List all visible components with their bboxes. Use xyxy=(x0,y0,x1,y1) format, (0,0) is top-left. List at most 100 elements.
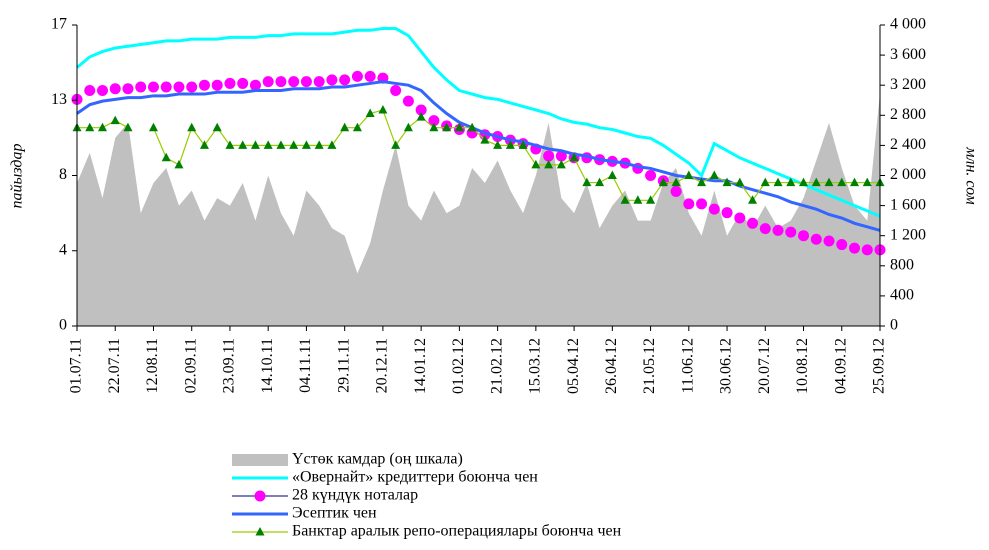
x-tick-label: 15.03.12 xyxy=(527,338,544,394)
x-tick-label: 21.02.12 xyxy=(488,338,505,394)
x-tick-label: 04.09.12 xyxy=(832,338,849,394)
y2-tick-label: 3 600 xyxy=(890,46,926,63)
marker xyxy=(595,177,605,187)
marker xyxy=(645,170,657,181)
marker xyxy=(721,207,733,219)
marker xyxy=(403,122,413,132)
marker xyxy=(429,122,439,132)
y2-axis-label: млн. сом xyxy=(962,146,979,204)
marker xyxy=(161,152,171,162)
marker xyxy=(670,185,682,197)
marker xyxy=(391,140,401,149)
marker xyxy=(339,74,351,86)
marker xyxy=(300,76,312,88)
marker xyxy=(314,140,324,149)
x-tick-label: 29.11.11 xyxy=(335,338,352,393)
x-tick-label: 05.04.12 xyxy=(565,338,582,394)
y2-tick-label: 2 400 xyxy=(890,136,926,153)
marker xyxy=(544,159,554,169)
marker xyxy=(276,140,286,149)
marker xyxy=(390,85,402,97)
marker xyxy=(187,122,197,132)
marker xyxy=(696,198,708,210)
marker xyxy=(364,70,376,82)
x-tick-label: 30.06.12 xyxy=(718,338,735,394)
x-tick-label: 01.02.12 xyxy=(450,338,467,394)
marker xyxy=(365,108,375,118)
marker xyxy=(734,212,746,224)
marker xyxy=(556,159,566,169)
marker xyxy=(850,177,860,187)
y2-tick-label: 2 000 xyxy=(890,166,926,183)
marker xyxy=(722,177,732,187)
x-tick-label: 21.05.12 xyxy=(641,338,658,394)
marker xyxy=(607,170,617,179)
marker xyxy=(697,177,707,187)
marker xyxy=(148,122,158,132)
marker xyxy=(212,122,222,132)
marker xyxy=(238,140,248,149)
marker xyxy=(786,177,796,187)
marker xyxy=(785,226,797,238)
marker xyxy=(250,140,260,149)
marker xyxy=(326,74,338,86)
x-tick-label: 23.09.11 xyxy=(221,338,238,393)
marker xyxy=(849,242,861,254)
marker xyxy=(620,195,630,204)
marker xyxy=(683,198,695,210)
legend-label: Эсептик чен xyxy=(292,505,377,522)
marker xyxy=(249,79,261,91)
marker xyxy=(340,122,350,132)
marker xyxy=(173,81,185,93)
legend-label: «Овернайт» кредиттери боюнча чен xyxy=(292,469,538,486)
marker xyxy=(415,104,427,116)
marker xyxy=(773,177,783,187)
marker xyxy=(862,177,872,187)
y2-tick-label: 1 600 xyxy=(890,196,926,213)
legend-swatch xyxy=(232,454,288,466)
marker xyxy=(658,177,668,187)
marker xyxy=(747,217,759,229)
marker xyxy=(799,177,809,187)
marker xyxy=(798,230,810,242)
x-tick-label: 22.07.11 xyxy=(106,338,123,393)
y-tick-label: 0 xyxy=(59,317,67,334)
marker xyxy=(186,81,198,93)
y-tick-label: 8 xyxy=(59,166,67,183)
y-tick-label: 13 xyxy=(51,91,67,108)
y2-tick-label: 4 000 xyxy=(890,16,926,33)
marker xyxy=(237,77,249,89)
marker xyxy=(123,122,133,132)
marker xyxy=(493,140,503,149)
marker xyxy=(480,135,490,144)
marker xyxy=(402,95,414,107)
marker xyxy=(174,159,184,169)
y2-tick-label: 0 xyxy=(890,317,898,334)
legend-label: Банктар аралык репо-операциялары боюнча … xyxy=(292,523,622,540)
marker xyxy=(505,140,515,149)
marker xyxy=(96,85,108,97)
y2-tick-label: 1 200 xyxy=(890,226,926,243)
marker xyxy=(122,83,134,95)
marker xyxy=(352,122,362,132)
legend-label: 28 күндүк ноталар xyxy=(292,487,418,504)
marker xyxy=(709,170,719,179)
y2-tick-label: 3 200 xyxy=(890,76,926,93)
marker xyxy=(543,150,555,162)
marker xyxy=(416,112,426,121)
marker xyxy=(671,177,681,187)
marker xyxy=(467,122,477,132)
marker xyxy=(531,159,541,169)
x-tick-label: 25.09.12 xyxy=(871,338,888,394)
x-tick-label: 11.06.12 xyxy=(679,338,696,393)
marker xyxy=(327,140,337,149)
marker xyxy=(824,177,834,187)
marker xyxy=(147,81,159,93)
marker xyxy=(199,140,209,149)
reserves-area xyxy=(77,92,880,326)
marker xyxy=(748,195,758,204)
legend-marker xyxy=(255,527,265,536)
marker xyxy=(301,140,311,149)
x-tick-label: 20.07.12 xyxy=(756,338,773,394)
